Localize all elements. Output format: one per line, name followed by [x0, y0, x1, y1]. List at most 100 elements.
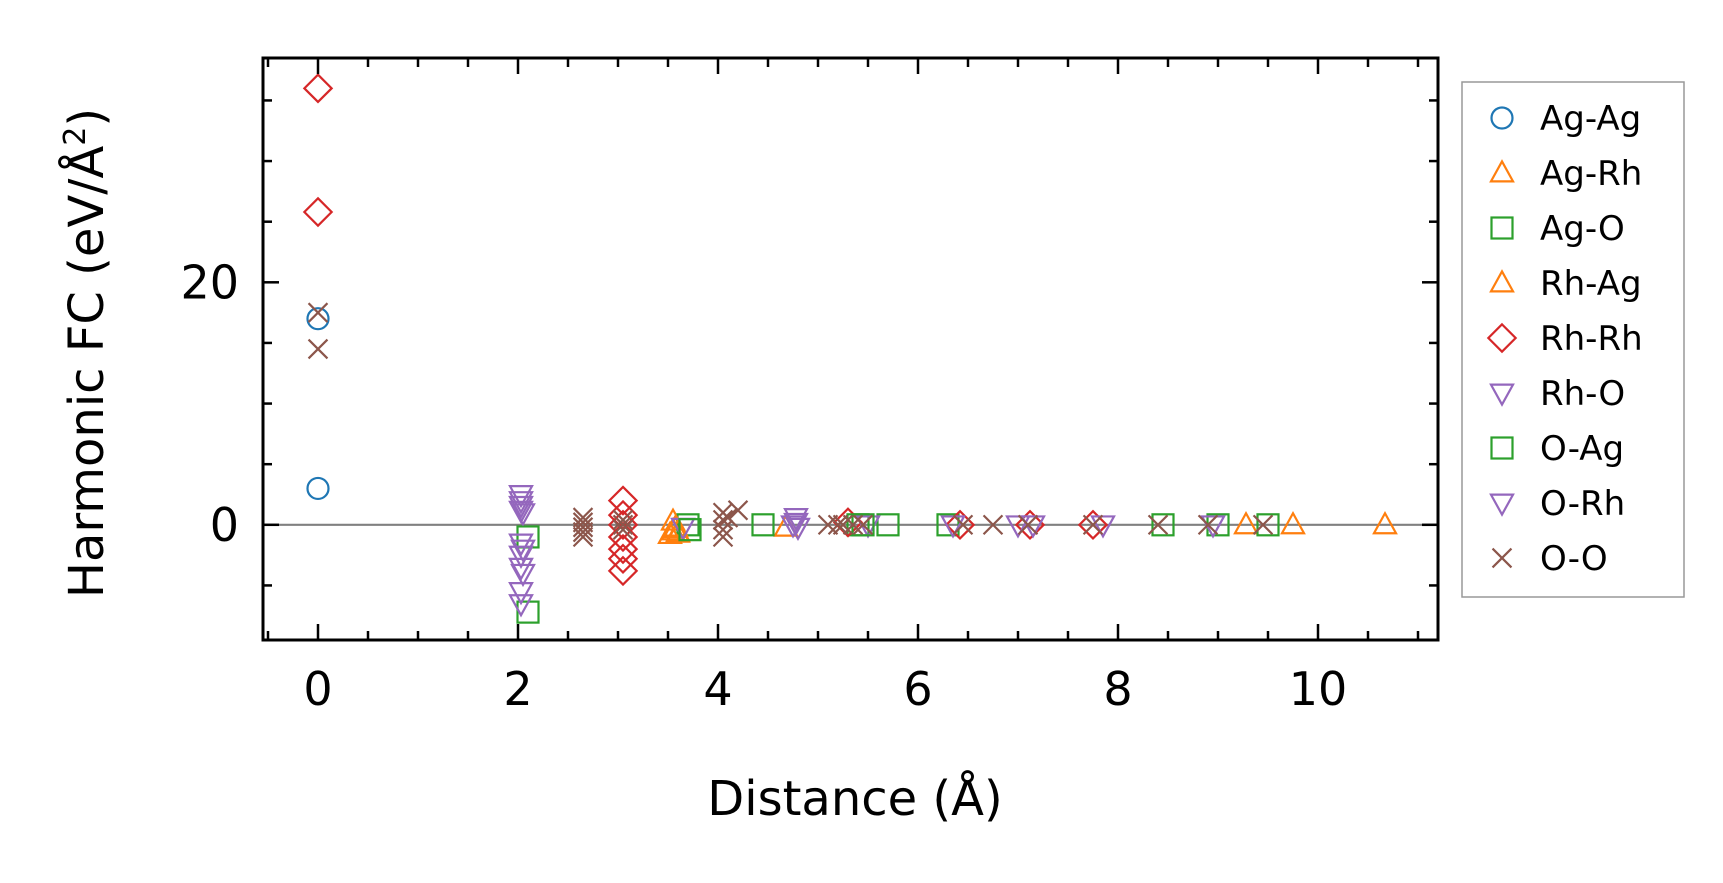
legend-entry: Ag-O: [1490, 209, 1625, 249]
legend-label: Ag-Rh: [1540, 154, 1642, 194]
legend-entry: O-Rh: [1489, 484, 1625, 524]
data-point: [508, 533, 534, 557]
data-point: [1014, 509, 1046, 541]
data-point: [1233, 510, 1259, 535]
data-point: [302, 196, 334, 228]
data-point: [712, 509, 734, 531]
data-point: [572, 507, 594, 528]
data-point: [940, 515, 966, 539]
y-axis-label-suffix: ): [59, 108, 115, 127]
legend-marker: [1490, 106, 1514, 130]
data-point: [832, 514, 854, 536]
y-axis-label: Harmonic FC (eV/Å2): [58, 108, 115, 598]
x-tick-label: 8: [1103, 662, 1132, 716]
data-point: [508, 495, 534, 520]
data-point: [717, 507, 739, 528]
legend-label: O-Ag: [1540, 429, 1624, 469]
data-point: [952, 514, 974, 536]
series-o-o: [307, 302, 1274, 548]
legend-label: Rh-Ag: [1540, 264, 1642, 304]
data-point: [572, 517, 594, 538]
data-point: [1372, 510, 1398, 535]
data-point: [508, 594, 534, 618]
legend-entry: Rh-O: [1489, 374, 1625, 414]
data-points-layer: [302, 73, 1398, 624]
data-point: [302, 73, 334, 104]
data-point: [607, 485, 639, 516]
y-axis-label-superscript: 2: [58, 127, 93, 146]
y-axis-label-main: Harmonic FC (eV/Å: [58, 146, 115, 599]
axis-labels-layer: Distance (Å) Harmonic FC (eV/Å2): [58, 108, 1003, 827]
legend-label: Rh-Rh: [1540, 319, 1643, 359]
x-tick-label: 2: [503, 662, 532, 716]
data-point: [780, 515, 806, 539]
x-tick-label: 6: [903, 662, 932, 716]
legend-marker: [1489, 383, 1515, 407]
data-point: [712, 519, 734, 540]
data-point: [1077, 509, 1109, 541]
data-point: [1197, 514, 1219, 536]
y-tick-label: 20: [180, 255, 239, 309]
data-point: [1151, 513, 1175, 537]
data-point: [1090, 515, 1116, 539]
legend-entry: Rh-Rh: [1486, 319, 1643, 359]
legend-entry: Rh-Ag: [1489, 264, 1642, 304]
data-point: [751, 513, 775, 537]
data-point: [817, 514, 839, 536]
data-point: [510, 539, 536, 563]
data-point: [607, 543, 639, 574]
legend-marker: [1489, 269, 1515, 293]
data-point: [607, 555, 639, 587]
x-tick-label: 0: [303, 662, 332, 716]
series-ag-ag: [306, 307, 330, 501]
data-point: [612, 514, 634, 536]
series-o-rh: [510, 503, 806, 588]
data-point: [1005, 515, 1031, 539]
data-point: [785, 517, 811, 542]
data-point: [572, 521, 594, 543]
legend-marker: [1491, 547, 1513, 569]
data-point: [727, 500, 749, 521]
data-point: [306, 476, 330, 501]
legend-label: Ag-Ag: [1540, 99, 1641, 139]
x-axis-label: Distance (Å): [707, 770, 1002, 827]
data-point: [508, 545, 534, 569]
x-tick-label: 4: [703, 662, 732, 716]
data-point: [1280, 510, 1306, 535]
data-point: [1082, 514, 1104, 536]
data-point: [510, 563, 536, 588]
x-tick-label: 10: [1289, 662, 1348, 716]
legend-entry: Ag-Ag: [1490, 99, 1641, 139]
data-point: [1256, 513, 1280, 537]
data-point: [612, 519, 634, 540]
y-tick-label: 0: [210, 498, 239, 552]
legend-label: Ag-O: [1540, 209, 1625, 249]
data-point: [712, 526, 734, 548]
legend-entry: O-O: [1491, 539, 1608, 579]
series-ag-o: [516, 513, 1280, 624]
legend-label: Rh-O: [1540, 374, 1625, 414]
data-point: [510, 503, 536, 527]
data-point: [306, 307, 330, 331]
plot-frame: [261, 56, 1440, 642]
legend-label: O-Rh: [1540, 484, 1625, 524]
legend-marker: [1486, 322, 1518, 354]
data-point: [982, 514, 1004, 536]
data-point: [876, 513, 900, 537]
legend-marker: [1489, 493, 1515, 517]
legend-label: O-O: [1540, 539, 1608, 579]
data-point: [572, 526, 594, 548]
data-point: [842, 514, 864, 536]
data-point: [612, 509, 634, 531]
ticks-layer: 0 2 4 6 8 10 0 20: [180, 58, 1438, 716]
data-point: [307, 302, 329, 323]
data-point: [1147, 514, 1169, 536]
data-point: [678, 518, 702, 542]
legend: Ag-Ag Ag-Rh Ag-O Rh-Ag Rh-Rh Rh-O O-Ag O-Rh O-O: [1461, 81, 1685, 598]
series-rh-rh: [302, 73, 1109, 587]
data-point: [516, 525, 540, 549]
axes-layer: [261, 56, 1440, 642]
legend-marker: [1489, 159, 1515, 183]
legend-marker: [1490, 216, 1514, 240]
